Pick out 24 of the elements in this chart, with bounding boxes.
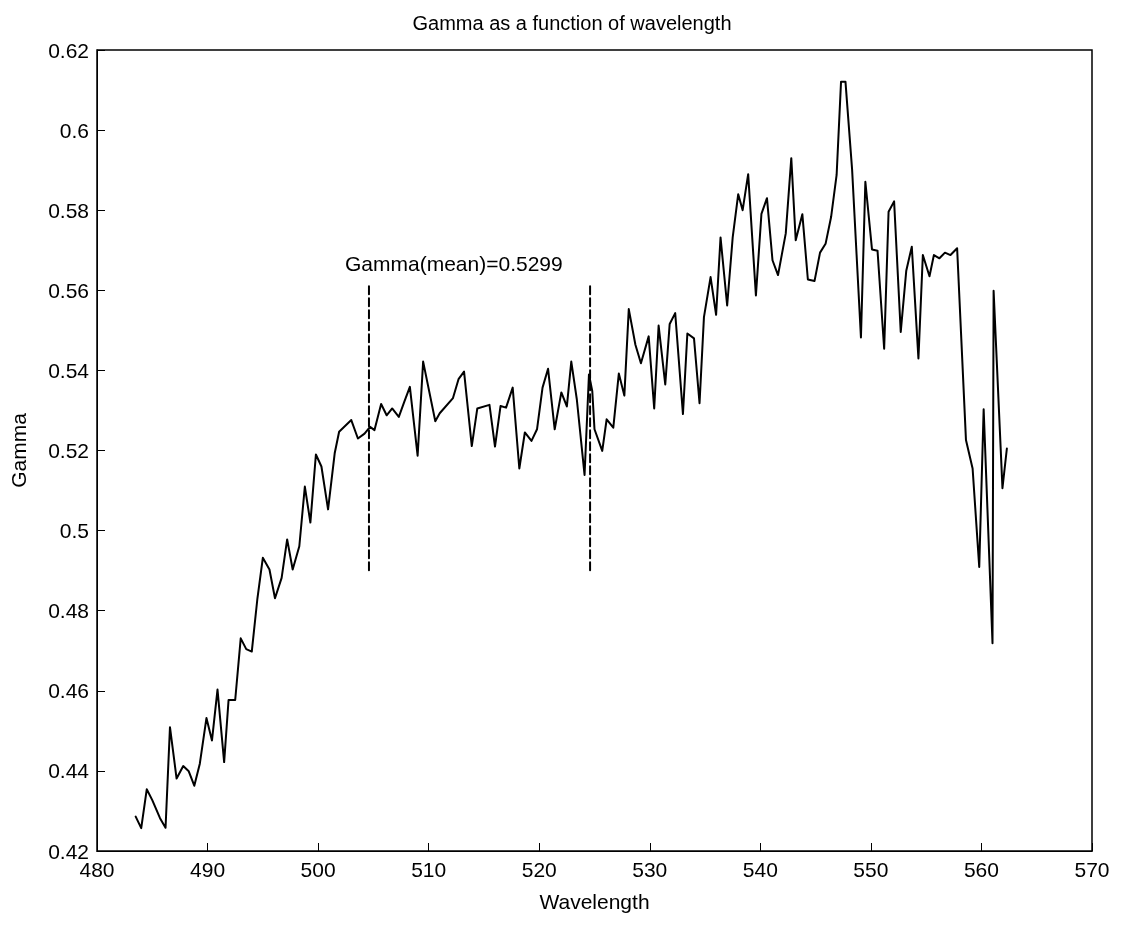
y-tick-label: 0.58 (48, 198, 89, 222)
line-series (134, 80, 1008, 830)
x-tick-label: 520 (521, 858, 557, 881)
x-tick-label: 530 (632, 858, 668, 881)
x-tick-label: 560 (963, 858, 999, 881)
x-axis-title: Wavelength (539, 890, 650, 913)
x-tick-label: 550 (853, 858, 889, 881)
y-tick-label: 0.54 (48, 358, 90, 382)
y-tick-label: 0.6 (59, 118, 89, 142)
x-tick-label: 490 (190, 858, 226, 881)
y-tick-label: 0.5 (59, 519, 89, 543)
y-tick-label: 0.46 (48, 679, 89, 703)
y-tick-label: 0.62 (48, 38, 89, 62)
y-tick-label: 0.44 (48, 759, 90, 783)
x-tick-label: 540 (742, 858, 778, 881)
y-axis-title: Gamma (7, 412, 30, 488)
x-tick-label: 510 (411, 858, 447, 881)
x-tick-label: 570 (1074, 858, 1110, 881)
x-tick-label: 500 (300, 858, 336, 881)
annotation: Gamma(mean)=0.5299 (345, 252, 563, 275)
y-tick-label: 0.56 (48, 278, 89, 302)
chart-title: Gamma as a function of wavelength (412, 12, 732, 34)
y-tick-label: 0.52 (48, 439, 89, 462)
y-tick-label: 0.48 (48, 599, 89, 623)
